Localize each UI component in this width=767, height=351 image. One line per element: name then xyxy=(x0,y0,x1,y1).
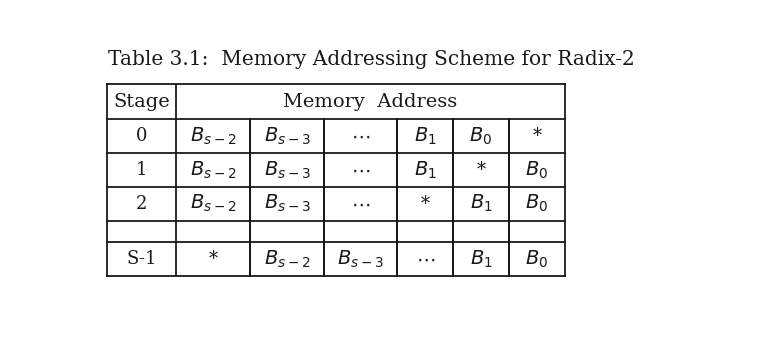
Text: $B_{s-2}$: $B_{s-2}$ xyxy=(264,249,310,270)
Text: S-1: S-1 xyxy=(127,250,156,268)
Text: $B_{s-2}$: $B_{s-2}$ xyxy=(190,159,236,181)
Text: $B_0$: $B_0$ xyxy=(525,159,548,181)
Text: $B_1$: $B_1$ xyxy=(469,249,492,270)
Text: $B_0$: $B_0$ xyxy=(525,193,548,214)
Text: Stage: Stage xyxy=(114,93,170,111)
Text: $B_{s-2}$: $B_{s-2}$ xyxy=(190,125,236,147)
Text: $B_1$: $B_1$ xyxy=(414,125,436,147)
Text: *: * xyxy=(532,127,542,145)
Text: $B_{s-3}$: $B_{s-3}$ xyxy=(264,159,311,181)
Text: Table 3.1:  Memory Addressing Scheme for Radix-2: Table 3.1: Memory Addressing Scheme for … xyxy=(107,49,634,68)
Text: Memory  Address: Memory Address xyxy=(284,93,458,111)
Text: 0: 0 xyxy=(136,127,147,145)
Text: $B_0$: $B_0$ xyxy=(469,125,492,147)
Text: $B_{s-2}$: $B_{s-2}$ xyxy=(190,193,236,214)
Text: $\cdots$: $\cdots$ xyxy=(351,127,370,146)
Text: $B_{s-3}$: $B_{s-3}$ xyxy=(264,193,311,214)
Text: *: * xyxy=(209,250,218,268)
Text: $B_0$: $B_0$ xyxy=(525,249,548,270)
Text: $\cdots$: $\cdots$ xyxy=(351,160,370,179)
Text: $B_{s-3}$: $B_{s-3}$ xyxy=(337,249,384,270)
Text: 1: 1 xyxy=(136,161,147,179)
Text: *: * xyxy=(420,195,430,213)
Text: *: * xyxy=(476,161,486,179)
Text: $B_1$: $B_1$ xyxy=(414,159,436,181)
Text: $\cdots$: $\cdots$ xyxy=(416,250,435,269)
Text: $B_1$: $B_1$ xyxy=(469,193,492,214)
Text: $B_{s-3}$: $B_{s-3}$ xyxy=(264,125,311,147)
Text: $\cdots$: $\cdots$ xyxy=(351,194,370,213)
Text: 2: 2 xyxy=(136,195,147,213)
